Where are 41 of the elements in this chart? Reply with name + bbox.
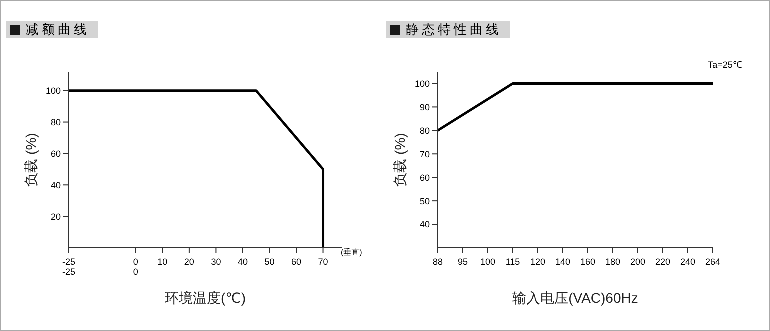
- x-tick-label: 100: [480, 257, 496, 267]
- x-tick-label: 220: [655, 257, 671, 267]
- y-tick-label: 60: [420, 172, 430, 183]
- x-tick-label: 160: [580, 257, 596, 267]
- x-tick-label: 60: [291, 257, 302, 267]
- x-tick-label: 0 0: [133, 257, 138, 277]
- x-tick-label: 40: [238, 257, 248, 267]
- y-tick-label: 80: [420, 126, 430, 136]
- x-tick-label: 20: [184, 257, 194, 267]
- y-tick-label: 40: [420, 220, 430, 230]
- x-tick-label: 180: [605, 257, 621, 267]
- y-tick-label: 100: [414, 78, 430, 89]
- y-tick-label: 50: [420, 196, 430, 206]
- y-tick-label: 90: [420, 102, 430, 112]
- chart-title: 静态特性曲线: [406, 20, 502, 38]
- x-tick-label: 30: [211, 257, 222, 267]
- x-tick-label: 88: [432, 257, 444, 267]
- x-tick-label: 264: [705, 257, 721, 267]
- y-axis-title: 负载 (%): [392, 133, 408, 187]
- y-axis-title: 负载 (%): [22, 133, 39, 187]
- x-tick-label: 115: [506, 257, 520, 267]
- text: Ta=25℃: [708, 60, 743, 71]
- y-tick-label: 40: [50, 180, 61, 190]
- y-tick-label: 70: [420, 149, 430, 160]
- x-tick-label: 120: [530, 257, 546, 267]
- x-tick-label: 70: [318, 257, 328, 267]
- y-tick-label: 20: [50, 212, 61, 222]
- chart-title: 减额曲线: [26, 20, 90, 38]
- x-tick-label: 200: [630, 257, 646, 267]
- x-tick-label: -25 -25: [62, 257, 76, 277]
- x-tick-label: 95: [458, 257, 468, 267]
- annotation: (垂直): [341, 247, 362, 258]
- x-tick-label: 240: [680, 257, 696, 267]
- y-tick-label: 80: [50, 117, 61, 128]
- y-tick-label: 100: [46, 86, 61, 96]
- x-tick-label: 10: [158, 257, 168, 267]
- x-tick-label: 140: [555, 257, 571, 267]
- x-tick-label: 50: [264, 257, 275, 267]
- y-tick-label: 60: [50, 148, 61, 159]
- x-axis-title: 输入电压(VAC)60Hz: [512, 290, 638, 306]
- x-axis-title: 环境温度(℃): [164, 290, 246, 306]
